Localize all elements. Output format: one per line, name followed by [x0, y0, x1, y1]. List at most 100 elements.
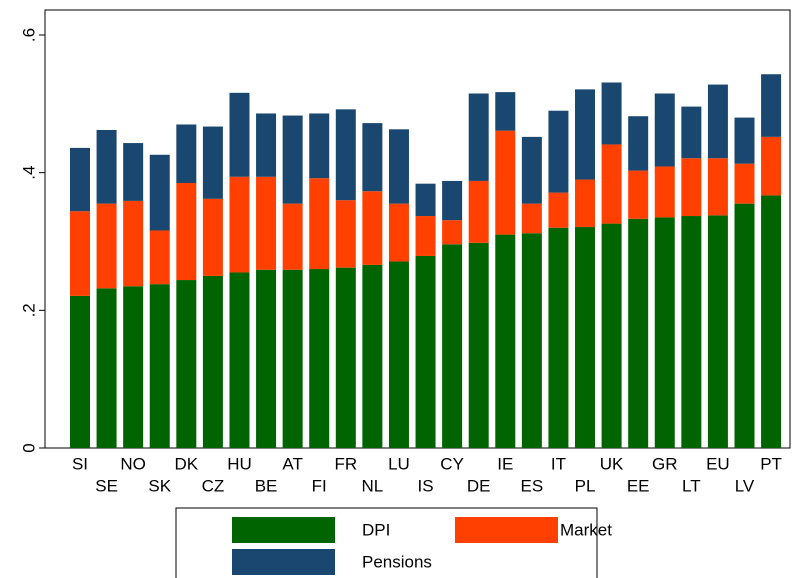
- legend-label: Market: [560, 520, 612, 539]
- legend-swatch: [455, 517, 558, 543]
- bar-segment: [628, 218, 649, 448]
- x-tick-label: GR: [652, 454, 678, 473]
- bar-segment: [575, 227, 596, 448]
- x-tick-label: NO: [120, 454, 146, 473]
- x-tick-label: UK: [600, 454, 624, 473]
- bar-segment: [654, 217, 675, 448]
- bar-segment: [176, 182, 197, 281]
- x-tick-label: IT: [551, 454, 566, 473]
- x-tick-label: LT: [682, 476, 701, 495]
- bar-segment: [202, 126, 223, 199]
- bar-segment: [176, 280, 197, 448]
- x-tick-label: DK: [175, 454, 199, 473]
- bar-segment: [388, 261, 409, 448]
- bar-segment: [256, 176, 277, 270]
- bar-segment: [149, 230, 170, 285]
- bar-segment: [96, 129, 117, 204]
- x-tick-label: LU: [388, 454, 410, 473]
- x-tick-label: PT: [760, 454, 782, 473]
- bar-segment: [282, 203, 303, 270]
- bar-segment: [734, 203, 755, 448]
- bar-segment: [601, 82, 622, 145]
- x-tick-label: FR: [334, 454, 357, 473]
- bar-segment: [202, 275, 223, 448]
- bar-segment: [442, 220, 463, 245]
- x-tick-label: CZ: [202, 476, 225, 495]
- bar-segment: [335, 200, 356, 268]
- x-tick-label: IS: [418, 476, 434, 495]
- bar-segment: [761, 136, 782, 196]
- bar-segment: [123, 286, 144, 448]
- bar-segment: [362, 123, 383, 192]
- bar-segment: [309, 113, 330, 179]
- bar-segment: [149, 154, 170, 231]
- x-tick-label: SK: [148, 476, 171, 495]
- bar-segment: [734, 117, 755, 164]
- y-tick-label: .4: [19, 166, 38, 180]
- bar-segment: [282, 115, 303, 204]
- bar-segment: [575, 89, 596, 180]
- bar-segment: [70, 295, 90, 448]
- bar-segment: [654, 166, 675, 218]
- bar-segment: [761, 195, 782, 448]
- bar-segment: [521, 233, 542, 448]
- bar-segment: [149, 284, 170, 448]
- bar-segment: [548, 227, 569, 448]
- x-tick-label: DE: [467, 476, 491, 495]
- legend-swatch: [232, 517, 335, 543]
- bar-segment: [362, 191, 383, 265]
- bar-segment: [388, 203, 409, 262]
- bar-segment: [96, 288, 117, 448]
- bar-segment: [123, 200, 144, 287]
- bar-segment: [309, 178, 330, 270]
- bar-segment: [335, 267, 356, 448]
- bar-segment: [495, 234, 516, 448]
- bar-segment: [601, 144, 622, 224]
- bar-segment: [96, 203, 117, 289]
- bar-segment: [521, 136, 542, 204]
- bar-segment: [628, 116, 649, 171]
- bar-segment: [681, 158, 702, 217]
- y-tick-label: .6: [19, 28, 38, 42]
- bar-segment: [495, 130, 516, 235]
- x-tick-label: CY: [440, 454, 464, 473]
- bar-segment: [70, 147, 90, 212]
- bar-segment: [123, 143, 144, 201]
- y-tick-label: 0: [19, 443, 38, 452]
- legend-swatch: [232, 549, 335, 575]
- bar-segment: [335, 109, 356, 201]
- x-tick-label: NL: [362, 476, 384, 495]
- bar-segment: [654, 93, 675, 167]
- bar-segment: [442, 244, 463, 448]
- bar-segment: [548, 192, 569, 228]
- bar-segment: [415, 255, 436, 448]
- bar-segment: [309, 269, 330, 448]
- y-tick-label: .2: [19, 303, 38, 317]
- x-tick-label: ES: [521, 476, 544, 495]
- bar-segment: [707, 158, 728, 216]
- x-tick-label: HU: [227, 454, 252, 473]
- x-tick-label: BE: [255, 476, 278, 495]
- bar-segment: [202, 198, 223, 276]
- bar-segment: [601, 223, 622, 448]
- bar-segment: [415, 216, 436, 256]
- bar-segment: [575, 179, 596, 228]
- x-tick-label: EE: [627, 476, 650, 495]
- x-tick-label: LV: [735, 476, 755, 495]
- bar-segment: [548, 110, 569, 193]
- bar-segment: [176, 124, 197, 183]
- x-tick-label: PL: [575, 476, 596, 495]
- x-tick-label: EU: [706, 454, 730, 473]
- legend-label: DPI: [362, 520, 390, 539]
- bar-segment: [468, 180, 489, 243]
- bar-segment: [256, 269, 277, 448]
- bar-segment: [282, 269, 303, 448]
- bar-segment: [442, 180, 463, 221]
- bar-segment: [70, 211, 90, 296]
- bar-segment: [468, 242, 489, 448]
- bar-segment: [734, 163, 755, 204]
- legend-label: Pensions: [362, 552, 432, 571]
- bar-segment: [415, 183, 436, 217]
- bar-segment: [681, 106, 702, 159]
- bar-segment: [681, 216, 702, 448]
